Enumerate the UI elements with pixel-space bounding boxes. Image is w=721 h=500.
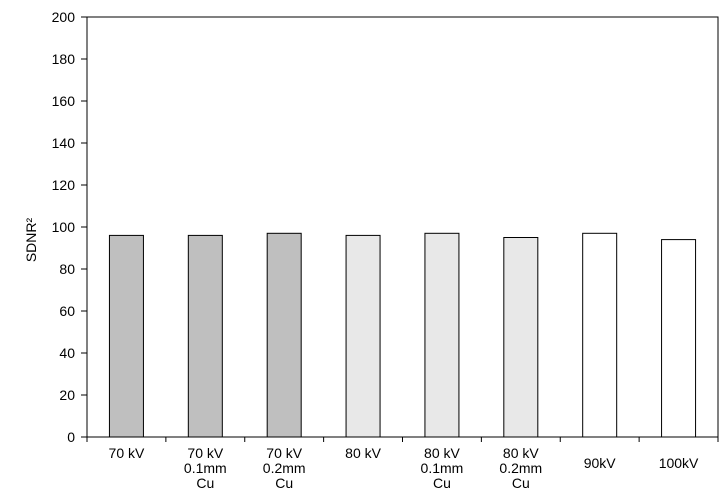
bar [503,237,539,438]
bar [108,234,144,438]
bar [187,234,223,438]
x-category-label: 70 kV [109,445,145,461]
y-tick-label: 0 [67,429,75,445]
x-category-label: 70 kV 0.2mm Cu [263,445,306,491]
bar [424,232,460,438]
y-tick-label: 40 [59,345,75,361]
x-category-label: 90kV [584,455,617,471]
plot-frame [86,16,719,438]
y-tick-label: 140 [52,135,76,151]
y-tick-label: 120 [52,177,76,193]
y-axis-ticks: 0 20 40 60 80 100 120 140 160 180 200 [52,9,87,445]
x-category-label: 80 kV 0.1mm Cu [421,445,464,491]
y-tick-label: 160 [52,93,76,109]
bar [345,234,381,438]
y-tick-label: 80 [59,261,75,277]
y-axis-title: SDNR² [23,218,39,263]
y-tick-label: 100 [52,219,76,235]
x-axis-labels: 70 kV 70 kV 0.1mm Cu 70 kV 0.2mm Cu 80 kV 80 kV 0… [86,437,719,491]
y-tick-label: 200 [52,9,76,25]
x-category-label: 100kV [659,455,699,471]
plot-border [86,16,719,438]
bars [108,232,697,438]
x-category-label: 80 kV [345,445,381,461]
y-tick-label: 60 [59,303,75,319]
bar [661,239,697,438]
x-category-label: 70 kV 0.1mm Cu [184,445,227,491]
x-category-label: 80 kV 0.2mm Cu [499,445,542,491]
bar [582,232,618,438]
bar [266,232,302,438]
y-tick-label: 180 [52,51,76,67]
y-tick-label: 20 [59,387,75,403]
